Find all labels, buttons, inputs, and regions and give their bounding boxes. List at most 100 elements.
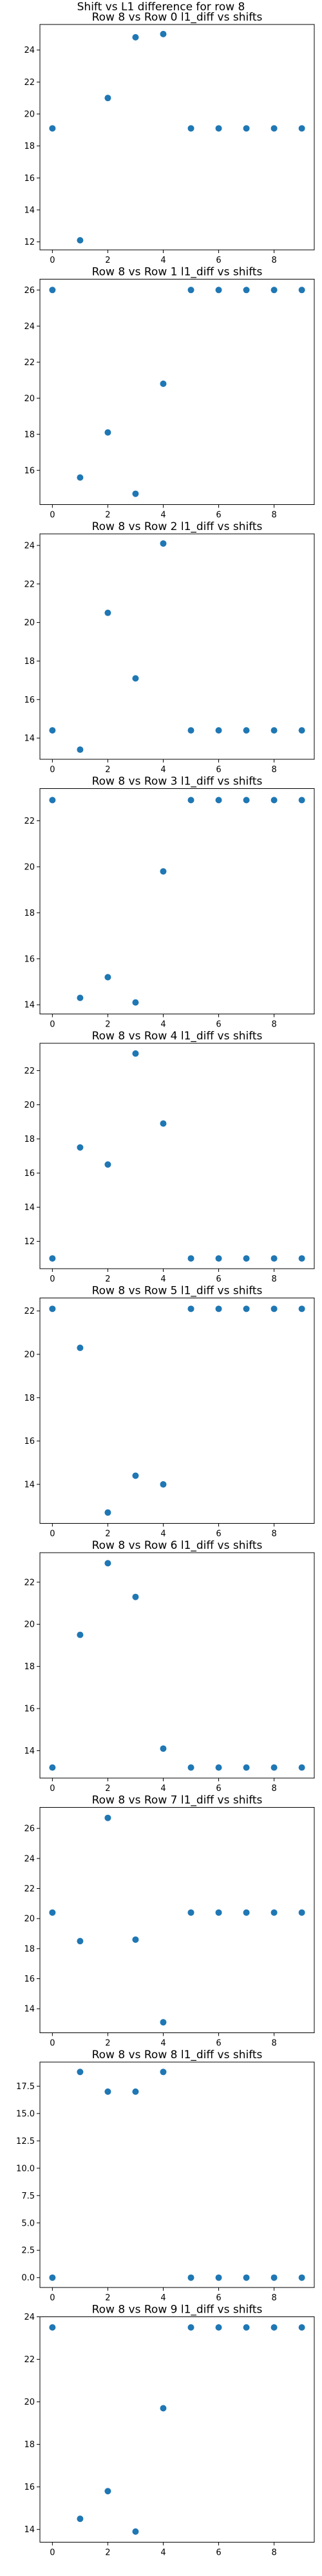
data-point [160, 380, 167, 387]
data-point [160, 2405, 167, 2412]
subplot-title: Row 8 vs Row 4 l1_diff vs shifts [92, 1030, 263, 1043]
data-point [49, 2274, 56, 2281]
data-point [215, 727, 222, 734]
y-tick-label: 22 [24, 358, 35, 368]
y-tick-label: 14 [24, 1480, 35, 1490]
plot-frame [39, 2316, 315, 2543]
x-tick-label: 2 [105, 2039, 110, 2049]
data-point [132, 1593, 139, 1600]
data-point [215, 1909, 222, 1916]
y-tick-label: 20 [24, 1915, 35, 1924]
x-tick-label: 6 [216, 1530, 221, 1539]
y-tick-label: 24 [24, 2313, 35, 2322]
data-point [298, 1909, 305, 1916]
x-tick-label: 6 [216, 2039, 221, 2049]
y-tick-label: 18 [24, 430, 35, 440]
data-point [270, 2274, 278, 2281]
data-point [298, 797, 305, 804]
x-tick-label: 6 [216, 511, 221, 520]
y-tick-label: 20 [24, 394, 35, 404]
data-point [104, 974, 111, 981]
x-tick-label: 6 [216, 1274, 221, 1284]
data-point [215, 287, 222, 294]
x-tick-label: 6 [216, 2548, 221, 2558]
y-tick-label: 14 [24, 205, 35, 215]
data-point [187, 2274, 194, 2281]
data-point [160, 1120, 167, 1127]
y-tick-label: 16 [24, 954, 35, 964]
plot-frame [39, 1043, 315, 1269]
data-point [243, 727, 250, 734]
x-tick-label: 8 [271, 765, 276, 775]
x-tick-label: 2 [105, 2548, 110, 2558]
data-point [187, 797, 194, 804]
y-tick-label: 14 [24, 2005, 35, 2014]
data-point [49, 727, 56, 734]
data-point [49, 1909, 56, 1916]
data-point [104, 429, 111, 436]
y-tick-label: 22 [24, 1307, 35, 1316]
data-point [187, 1909, 194, 1916]
subplot-title: Row 8 vs Row 5 l1_diff vs shifts [92, 1285, 263, 1298]
y-tick-label: 16 [24, 1705, 35, 1714]
data-point [270, 125, 278, 132]
x-tick-label: 2 [105, 1530, 110, 1539]
subplot-title: Row 8 vs Row 2 l1_diff vs shifts [92, 520, 263, 533]
y-tick-label: 20 [24, 1101, 35, 1110]
x-tick-label: 0 [50, 2039, 55, 2049]
data-point [49, 2324, 56, 2331]
data-point [270, 1255, 278, 1262]
x-tick-label: 0 [50, 1020, 55, 1030]
data-point [49, 797, 56, 804]
data-point [49, 1255, 56, 1262]
y-tick-label: 14 [24, 734, 35, 744]
x-tick-label: 0 [50, 511, 55, 520]
y-tick-label: 15.0 [16, 2109, 35, 2119]
y-tick-label: 20 [24, 1620, 35, 1630]
data-point [187, 1255, 194, 1262]
y-tick-label: 0.0 [21, 2273, 35, 2283]
y-tick-label: 12 [24, 238, 35, 247]
subplot-title: Row 8 vs Row 3 l1_diff vs shifts [92, 775, 263, 788]
y-tick-label: 22 [24, 2355, 35, 2365]
data-point [298, 2274, 305, 2281]
y-tick-label: 16 [24, 1169, 35, 1179]
plot-frame [39, 279, 315, 505]
y-tick-label: 16 [24, 2483, 35, 2492]
plot-frame [39, 1552, 315, 1779]
x-tick-label: 0 [50, 256, 55, 265]
data-point [77, 237, 84, 244]
x-tick-label: 4 [160, 765, 166, 775]
data-point [243, 125, 250, 132]
y-tick-label: 24 [24, 1854, 35, 1864]
x-tick-label: 4 [160, 1020, 166, 1030]
x-tick-label: 8 [271, 1530, 276, 1539]
subplot-title: Row 8 vs Row 0 l1_diff vs shifts [92, 11, 263, 24]
data-point [104, 1814, 111, 1821]
data-point [132, 490, 139, 497]
data-point [187, 125, 194, 132]
y-tick-label: 18 [24, 2440, 35, 2450]
x-tick-label: 8 [271, 256, 276, 265]
data-point [243, 1909, 250, 1916]
data-point [132, 999, 139, 1006]
data-point [243, 1255, 250, 1262]
y-tick-label: 22 [24, 817, 35, 826]
y-tick-label: 18 [24, 657, 35, 667]
y-tick-label: 18 [24, 142, 35, 151]
y-tick-label: 14 [24, 1203, 35, 1213]
data-point [270, 1764, 278, 1771]
y-tick-label: 22 [24, 1578, 35, 1587]
data-point [243, 797, 250, 804]
x-tick-label: 4 [160, 256, 166, 265]
data-point [132, 33, 139, 41]
data-point [77, 746, 84, 753]
x-tick-label: 0 [50, 1784, 55, 1794]
y-tick-label: 14 [24, 1001, 35, 1010]
subplot-title: Row 8 vs Row 1 l1_diff vs shifts [92, 266, 263, 279]
data-point [104, 95, 111, 102]
data-point [215, 1764, 222, 1771]
